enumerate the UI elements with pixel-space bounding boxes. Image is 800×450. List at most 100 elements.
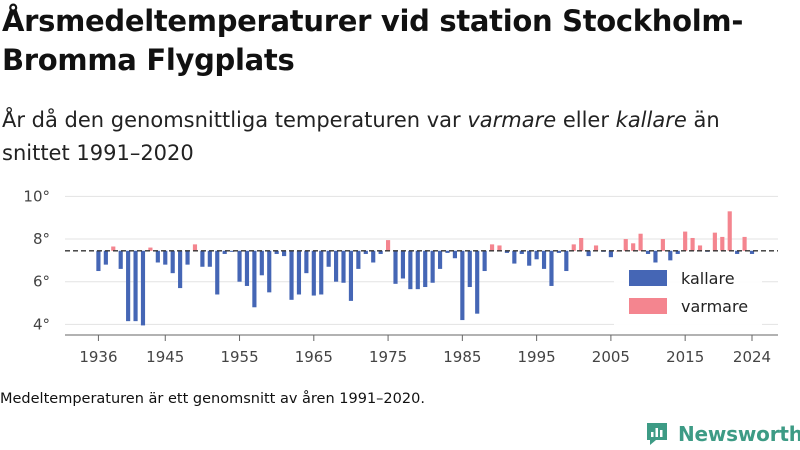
- legend-label-varmare: varmare: [681, 297, 748, 316]
- bar-1958: [259, 250, 264, 276]
- bar-1991: [504, 250, 509, 253]
- bar-1950: [200, 250, 205, 267]
- bar-2021: [727, 211, 732, 251]
- temperature-bar-chart: 4° 6° 8° 10° 1936 1945 1955 1965 1975 1985 1995 20…: [23, 187, 778, 366]
- bar-1946: [170, 250, 175, 274]
- bar-1943: [148, 247, 153, 251]
- bar-1966: [319, 250, 324, 295]
- x-tick-label: 1995: [518, 348, 556, 366]
- bar-1982: [437, 250, 443, 269]
- bar-1955: [237, 250, 242, 282]
- bar-1989: [489, 244, 495, 251]
- bar-2022: [735, 250, 740, 254]
- bar-1979: [415, 250, 420, 290]
- bar-1960: [274, 250, 279, 254]
- bar-1998: [556, 250, 561, 253]
- bar-2000: [571, 244, 576, 251]
- bar-1980: [423, 250, 428, 288]
- chart-subtitle: År då den genomsnittliga temperaturen va…: [2, 104, 792, 170]
- bar-1999: [564, 250, 569, 272]
- x-tick-label: 2024: [733, 348, 771, 366]
- bar-1947: [178, 250, 183, 289]
- bar-2003: [593, 245, 599, 251]
- bar-1964: [304, 250, 309, 274]
- bar-1951: [207, 250, 212, 267]
- bar-1975: [385, 240, 391, 251]
- bar-1988: [482, 250, 487, 272]
- x-tick-label: 2005: [592, 348, 630, 366]
- y-tick-label: 6°: [33, 273, 50, 291]
- bar-1942: [140, 250, 146, 326]
- bar-1956: [244, 250, 250, 286]
- bar-2024: [749, 250, 755, 254]
- bar-1949: [192, 244, 198, 251]
- bar-2019: [712, 232, 717, 251]
- bar-1952: [215, 250, 220, 295]
- bar-1954: [230, 250, 235, 252]
- bar-1948: [185, 250, 190, 265]
- bar-2008: [631, 243, 636, 251]
- bar-2011: [653, 250, 658, 263]
- bar-1944: [155, 250, 160, 263]
- footnote: Medeltemperaturen är ett genomsnitt av å…: [0, 391, 425, 407]
- bar-1962: [289, 250, 294, 300]
- bar-2010: [645, 250, 651, 254]
- bar-1974: [378, 250, 383, 254]
- bar-1961: [282, 250, 287, 257]
- bar-1987: [475, 250, 480, 314]
- brand-name: Newsworthy: [678, 422, 800, 446]
- bar-1997: [549, 250, 554, 286]
- bar-1995: [534, 250, 539, 260]
- bar-2007: [623, 239, 628, 251]
- y-tick-label: 8°: [33, 230, 50, 248]
- bar-1965: [311, 250, 316, 296]
- legend: kallare varmare: [614, 264, 762, 326]
- bar-1992: [512, 250, 517, 264]
- x-tick-label: 1936: [79, 348, 117, 366]
- bar-1968: [334, 250, 339, 282]
- bar-2017: [697, 245, 703, 251]
- bar-1990: [497, 245, 502, 251]
- bar-2009: [638, 233, 643, 251]
- x-tick-label: 1985: [443, 348, 481, 366]
- bars: [96, 211, 755, 326]
- bar-1981: [430, 250, 435, 283]
- bar-1945: [163, 250, 168, 265]
- bar-1940: [126, 250, 131, 322]
- bar-2001: [579, 237, 584, 251]
- legend-swatch-varmare: [629, 298, 667, 314]
- bar-2020: [720, 236, 725, 251]
- bar-1953: [222, 250, 227, 254]
- bar-1993: [519, 250, 524, 254]
- bar-1938: [111, 246, 116, 251]
- chart-title: Årsmedeltemperaturer vid station Stockho…: [2, 4, 744, 77]
- bar-1959: [267, 250, 272, 293]
- bar-1986: [467, 250, 472, 288]
- subtitle-part2: eller: [556, 108, 616, 132]
- legend-label-kallare: kallare: [681, 269, 735, 288]
- bar-1957: [252, 250, 257, 308]
- bar-1994: [527, 250, 532, 266]
- x-tick-label: 1955: [220, 348, 258, 366]
- bar-1963: [296, 250, 302, 295]
- y-tick-label: 4°: [33, 315, 50, 333]
- bar-1996: [541, 250, 547, 269]
- bar-2015: [683, 231, 688, 251]
- bar-1972: [363, 250, 368, 254]
- bar-2002: [586, 250, 591, 257]
- bar-2013: [668, 250, 673, 261]
- bar-1973: [371, 250, 376, 263]
- bar-1971: [356, 250, 361, 269]
- bar-1937: [103, 250, 108, 265]
- bar-1970: [348, 250, 354, 301]
- bar-2005: [608, 250, 613, 258]
- bar-2023: [742, 236, 747, 251]
- legend-swatch-kallare: [629, 270, 667, 286]
- bar-1985: [460, 250, 465, 321]
- x-tick-label: 2015: [666, 348, 704, 366]
- subtitle-warm-word: varmare: [467, 108, 557, 132]
- x-tick-label: 1945: [146, 348, 184, 366]
- bar-1976: [393, 250, 398, 284]
- bar-2012: [660, 239, 665, 251]
- subtitle-cold-word: kallare: [615, 108, 687, 132]
